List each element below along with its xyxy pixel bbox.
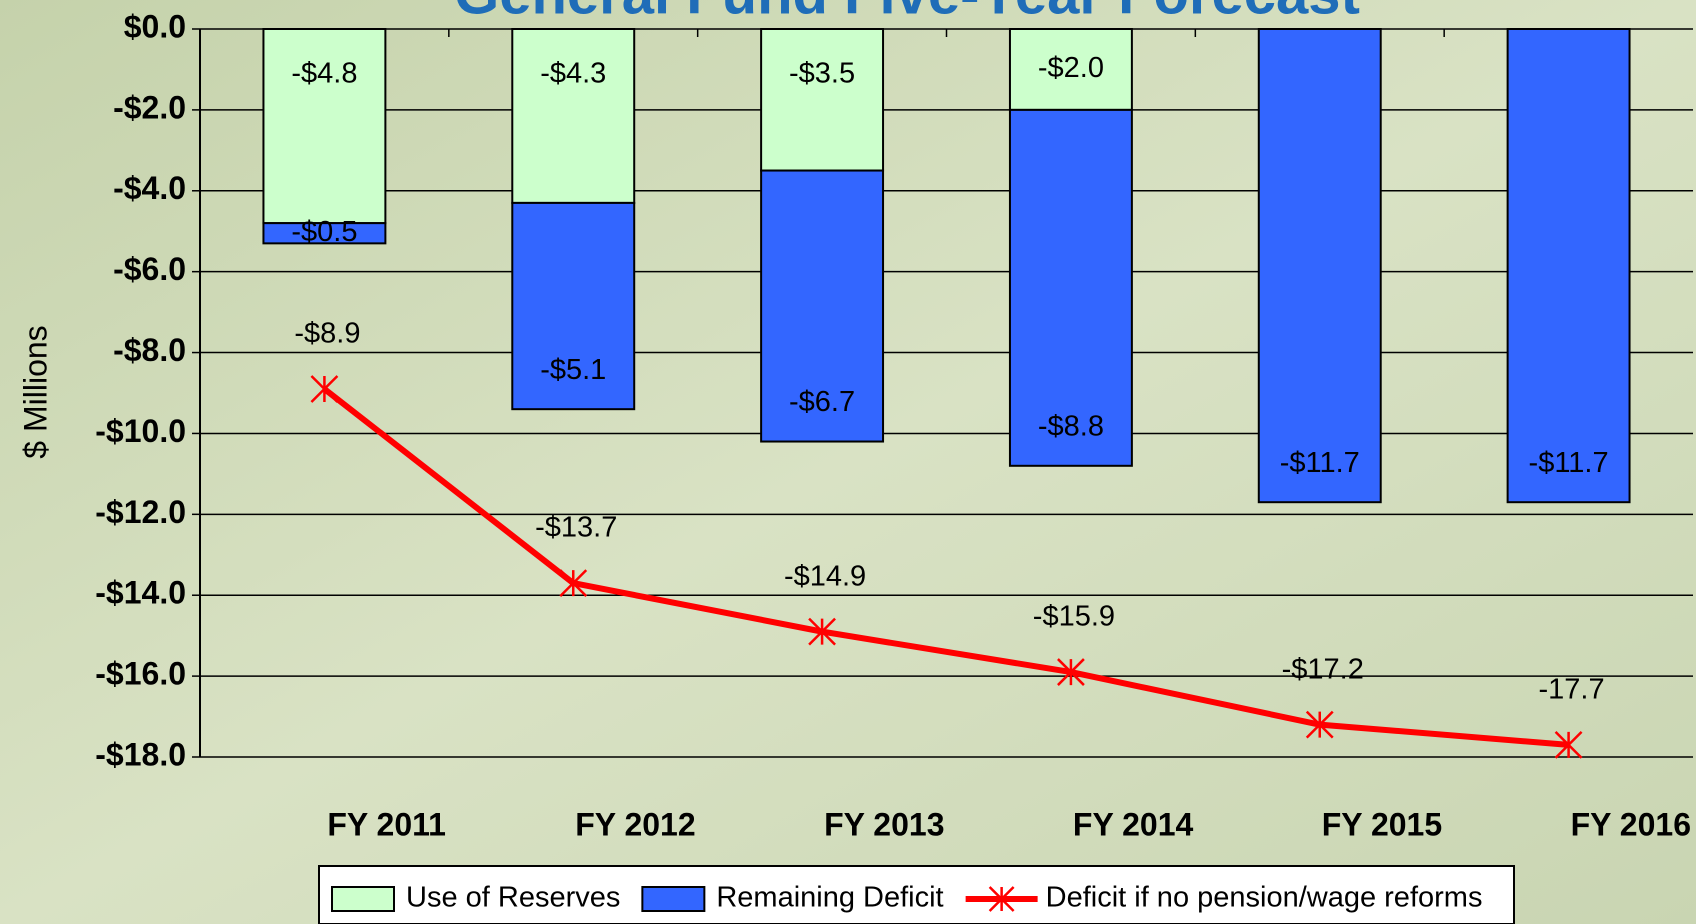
bar-segment: [761, 29, 883, 171]
y-tick-label: $0.0: [124, 8, 186, 44]
y-tick-label: -$12.0: [95, 494, 186, 530]
x-tick-label: FY 2012: [575, 806, 695, 842]
data-label: -$11.7: [1529, 447, 1609, 479]
data-label: -$11.7: [1280, 447, 1360, 479]
y-tick-label: -$10.0: [95, 413, 186, 449]
data-label: -17.7: [1539, 674, 1605, 706]
data-label: -$14.9: [784, 560, 866, 592]
legend-label: Remaining Deficit: [716, 882, 943, 914]
legend-label: Use of Reserves: [406, 882, 620, 914]
data-label: -$4.8: [291, 58, 357, 90]
data-label: -$15.9: [1033, 601, 1115, 633]
x-tick-label: FY 2011: [327, 806, 446, 842]
page: {"chart_data": {"type": "stacked-bar-lin…: [0, 0, 1696, 924]
x-tick-label: FY 2016: [1571, 806, 1691, 842]
y-tick-label: -$14.0: [95, 575, 186, 611]
bar-segment: [1508, 29, 1630, 502]
data-label: -$17.2: [1282, 653, 1364, 685]
bar-segment: [1259, 29, 1381, 502]
data-label: -$6.7: [789, 386, 855, 418]
y-tick-label: -$2.0: [113, 89, 186, 125]
data-label: -$3.5: [789, 58, 855, 90]
data-label: -$8.8: [1038, 410, 1104, 442]
legend-swatch: [332, 887, 394, 911]
data-label: -$5.1: [540, 354, 606, 386]
y-axis-label: $ Millions: [17, 325, 53, 458]
legend-label: Deficit if no pension/wage reforms: [1046, 882, 1483, 914]
data-label: -$0.5: [291, 216, 357, 248]
data-label: -$4.3: [540, 58, 606, 90]
chart-title: General Fund Five-Year Forecast: [454, 0, 1360, 26]
y-tick-label: -$6.0: [113, 251, 186, 287]
data-label: -$2.0: [1038, 52, 1104, 84]
chart: General Fund Five-Year Forecast $ Millio…: [0, 0, 1696, 924]
legend-swatch: [642, 887, 704, 911]
y-tick-label: -$18.0: [95, 736, 186, 772]
y-tick-label: -$4.0: [113, 170, 186, 206]
y-tick-label: -$16.0: [95, 656, 186, 692]
y-tick-label: -$8.0: [113, 332, 186, 368]
data-label: -$13.7: [535, 512, 617, 544]
bar-segment: [512, 29, 634, 203]
x-tick-label: FY 2013: [824, 806, 944, 842]
x-tick-label: FY 2015: [1322, 806, 1442, 842]
data-label: -$8.9: [294, 318, 360, 350]
x-tick-label: FY 2014: [1073, 806, 1194, 842]
